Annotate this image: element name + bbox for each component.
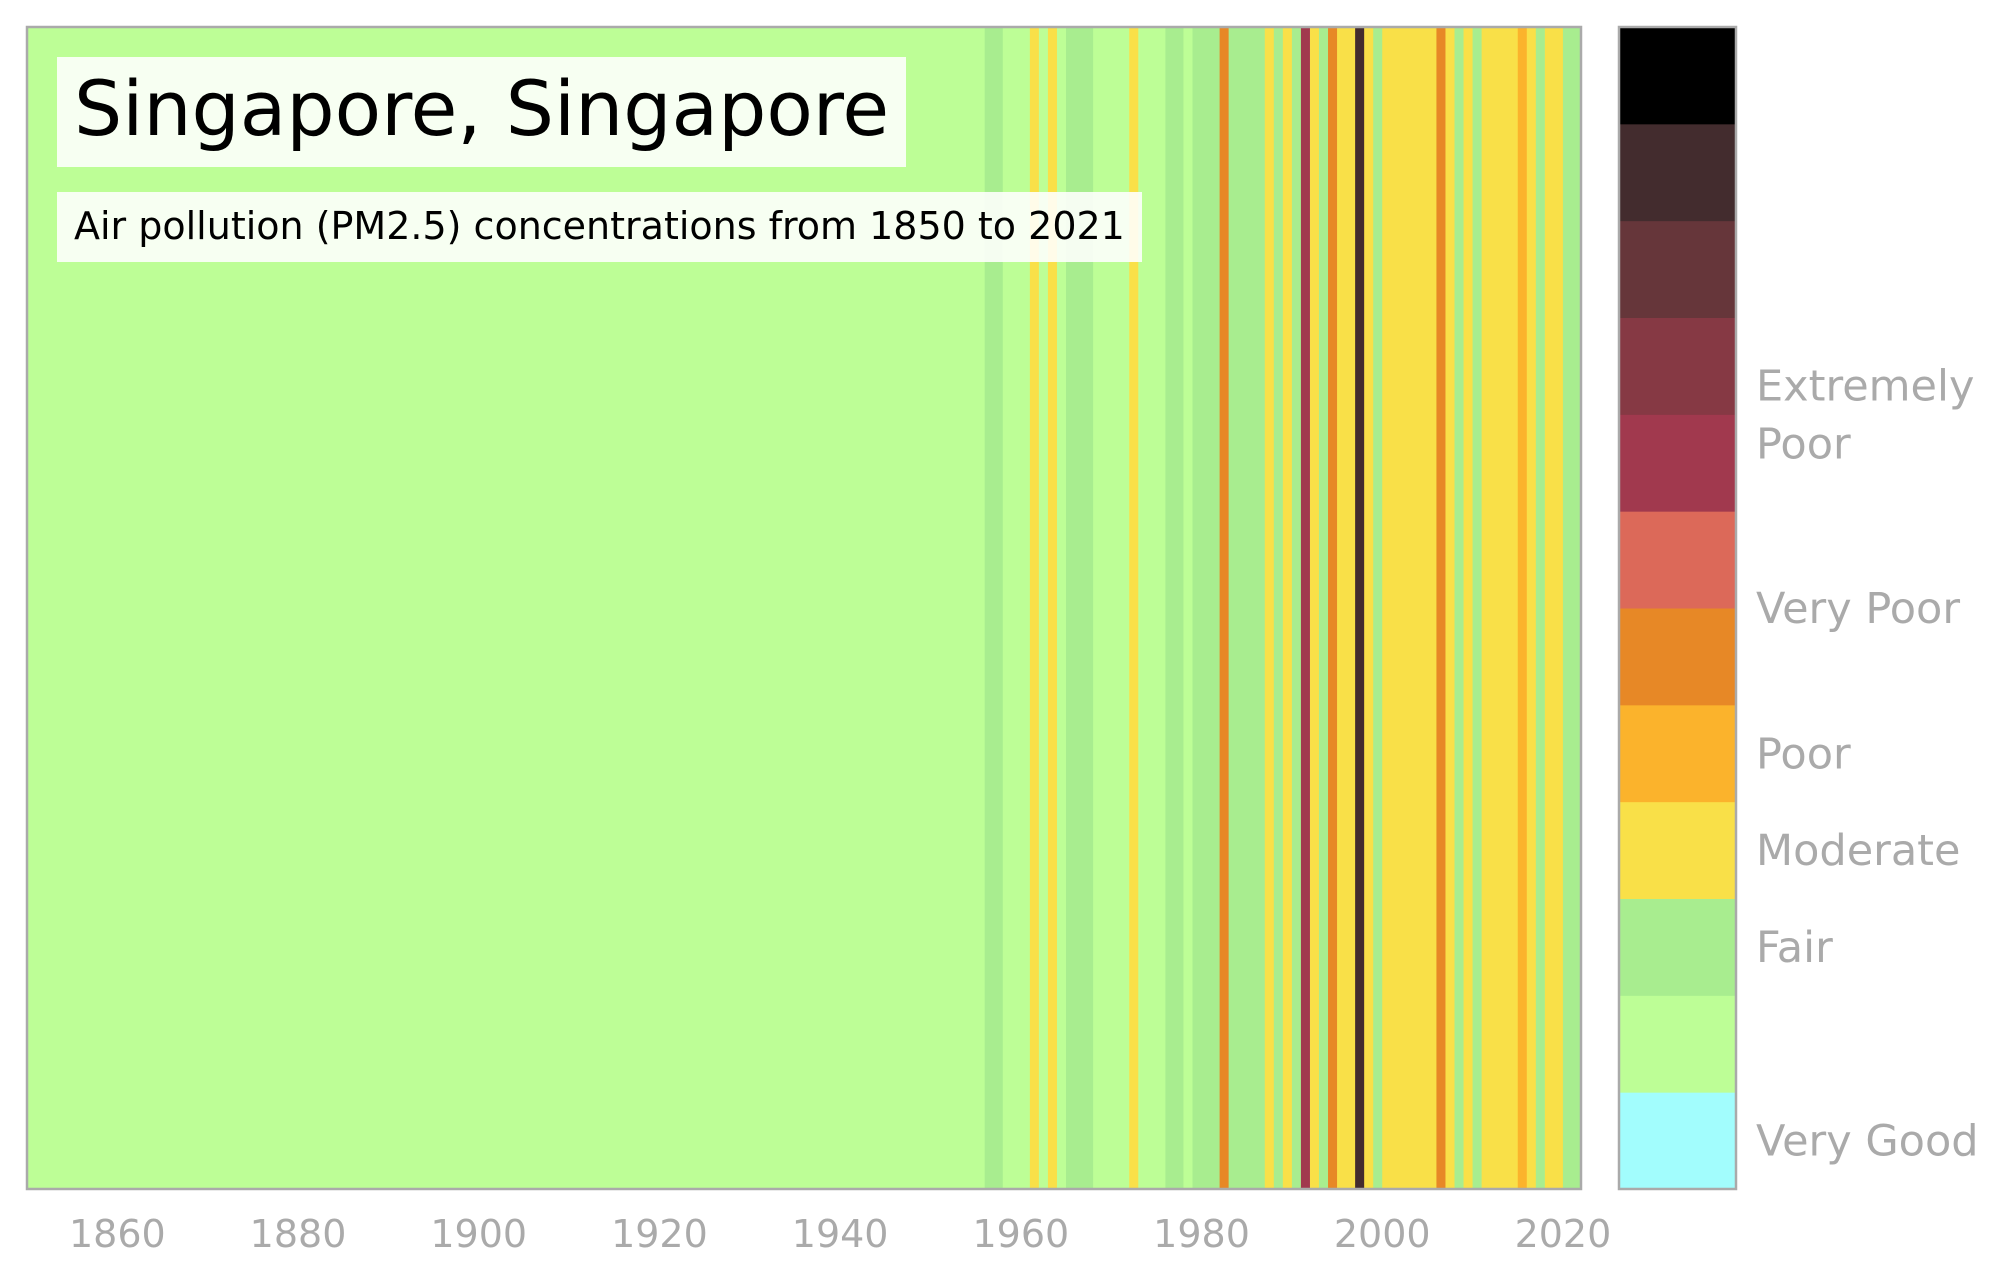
x-tick-label-1860: 1860 (69, 1212, 166, 1256)
stripe-1994 (1328, 27, 1338, 1189)
colorbar-label-moderate: Moderate (1756, 826, 1961, 876)
colorbar-labels: Extremely Poor Very Poor Poor Moderate Fair Ve… (1756, 361, 1979, 1166)
stripe-2020 (1562, 27, 1582, 1189)
stripe-1972 (1129, 27, 1139, 1189)
stripe-2015 (1517, 27, 1528, 1189)
chart-title: Singapore, Singapore (74, 64, 890, 153)
plot-frame (25, 25, 1583, 1191)
stripe-1956 (984, 27, 1004, 1189)
stripe-1989 (1282, 27, 1293, 1189)
stripe-2008 (1454, 27, 1464, 1189)
x-tick-label-1880: 1880 (250, 1212, 347, 1256)
colorbar-block-8 (1619, 317, 1736, 415)
stripe-1983 (1228, 27, 1266, 1189)
colorbar-block-6 (1619, 511, 1736, 609)
colorbar-block-0 (1619, 1092, 1736, 1190)
colorbar-block-3 (1619, 801, 1736, 899)
colorbar-label-fair: Fair (1756, 923, 1833, 973)
stripe-1964 (1056, 27, 1067, 1189)
colorbar-block-2 (1619, 898, 1736, 996)
stripe-2010 (1472, 27, 1483, 1189)
stripe-1995 (1337, 27, 1356, 1189)
stripe-2000 (1382, 27, 1437, 1189)
stripe-1990 (1291, 27, 1302, 1189)
colorbar-block-9 (1619, 220, 1736, 318)
colorbar-label-extremely-poor: Extremely Poor (1756, 361, 1974, 469)
x-tick-label-1940: 1940 (792, 1212, 889, 1256)
colorbar (1619, 27, 1736, 1190)
colorbar-frame (1617, 25, 1738, 1191)
stripe-1982 (1219, 27, 1230, 1189)
stripe-1961 (1029, 27, 1040, 1189)
x-tick-label-2020: 2020 (1515, 1212, 1612, 1256)
colorbar-block-11 (1619, 27, 1736, 125)
stripe-2007 (1445, 27, 1455, 1189)
stripe-1973 (1138, 27, 1166, 1189)
colorbar-label-very-poor: Very Poor (1756, 584, 1960, 634)
stripe-1962 (1038, 27, 1049, 1189)
stripe-2009 (1463, 27, 1473, 1189)
stripe-1978 (1183, 27, 1193, 1189)
stripe-1979 (1192, 27, 1221, 1189)
stripe-1988 (1273, 27, 1284, 1189)
stripe-2018 (1544, 27, 1564, 1189)
colorbar-label-very-good: Very Good (1756, 1117, 1979, 1167)
colorbar-label-poor: Poor (1756, 729, 1851, 779)
stripe-1976 (1165, 27, 1184, 1189)
stripe-1997 (1355, 27, 1365, 1189)
colorbar-block-1 (1619, 995, 1736, 1093)
x-tick-label-1900: 1900 (430, 1212, 527, 1256)
x-tick-label-1920: 1920 (611, 1212, 708, 1256)
x-tick-label-1960: 1960 (972, 1212, 1069, 1256)
stripe-1991 (1300, 27, 1311, 1189)
colorbar-block-10 (1619, 123, 1736, 222)
x-tick-label-2000: 2000 (1334, 1212, 1431, 1256)
stripe-1963 (1047, 27, 1058, 1189)
stripe-2017 (1535, 27, 1546, 1189)
colorbar-block-5 (1619, 608, 1736, 706)
stripe-1998 (1364, 27, 1374, 1189)
chart-subtitle-box: Air pollution (PM2.5) concentrations fro… (57, 192, 1142, 262)
stripe-1993 (1318, 27, 1329, 1189)
stripe-2011 (1481, 27, 1519, 1189)
chart-subtitle: Air pollution (PM2.5) concentrations fro… (74, 204, 1125, 248)
stripe-2006 (1436, 27, 1446, 1189)
x-tick-label-1980: 1980 (1153, 1212, 1250, 1256)
chart-title-box: Singapore, Singapore (57, 57, 907, 167)
colorbar-block-4 (1619, 704, 1736, 803)
stripe-1987 (1264, 27, 1275, 1189)
x-axis-ticks: 1860 1880 1900 1920 1940 1960 1980 2000 2020 (69, 1212, 1611, 1256)
colorbar-block-7 (1619, 414, 1736, 512)
stripe-1999 (1373, 27, 1383, 1189)
stripe-1992 (1309, 27, 1320, 1189)
stripe-2016 (1526, 27, 1537, 1189)
